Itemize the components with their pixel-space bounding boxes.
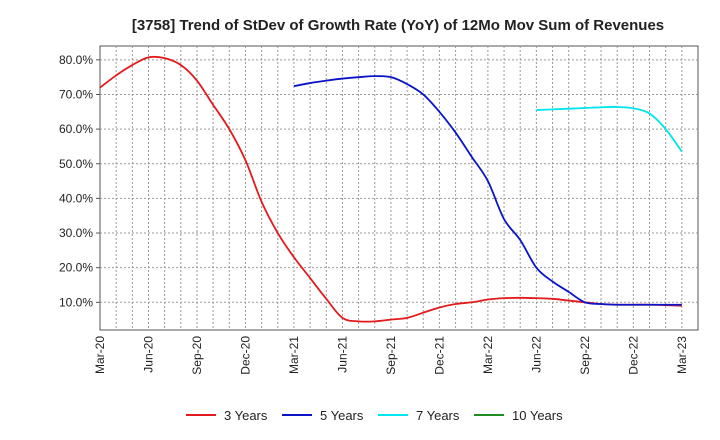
series-line-7-years	[536, 106, 683, 153]
x-tick-label: Jun-20	[141, 336, 155, 373]
legend-label-5-years: 5 Years	[320, 408, 364, 423]
legend-label-7-years: 7 Years	[416, 408, 460, 423]
x-tick-label: Sep-21	[384, 336, 398, 375]
x-tick-label: Jun-22	[529, 336, 543, 373]
gridlines	[100, 46, 698, 330]
series-lines	[99, 55, 683, 323]
x-tick-label: Mar-22	[481, 336, 495, 374]
legend: 3 Years 5 Years 7 Years 10 Years	[186, 408, 563, 423]
plot-area	[99, 45, 699, 331]
x-tick-label: Sep-22	[578, 336, 592, 375]
y-tick-label: 20.0%	[59, 261, 93, 275]
y-tick-label: 70.0%	[59, 87, 93, 101]
y-tick-label: 50.0%	[59, 157, 93, 171]
legend-label-3-years: 3 Years	[224, 408, 268, 423]
series-line-5-years	[293, 75, 682, 306]
chart-title: [3758] Trend of StDev of Growth Rate (Yo…	[132, 17, 664, 34]
y-tick-label: 10.0%	[59, 295, 93, 309]
x-tick-label: Jun-21	[335, 336, 349, 373]
x-tick-label: Mar-23	[675, 336, 689, 374]
x-tick-label: Mar-20	[93, 336, 107, 374]
x-tick-label: Dec-20	[238, 336, 252, 375]
x-tick-label: Dec-21	[432, 336, 446, 375]
x-tick-label: Sep-20	[190, 336, 204, 375]
y-tick-label: 60.0%	[59, 122, 93, 136]
x-tick-label: Dec-22	[626, 336, 640, 375]
x-tick-label: Mar-21	[287, 336, 301, 374]
legend-label-10-years: 10 Years	[512, 408, 563, 423]
y-tick-label: 40.0%	[59, 191, 93, 205]
y-tick-label: 30.0%	[59, 226, 93, 240]
y-tick-label: 80.0%	[59, 53, 93, 67]
axes: 10.0% 20.0% 30.0% 40.0% 50.0% 60.0% 70.0% 80.0%…	[59, 53, 689, 375]
